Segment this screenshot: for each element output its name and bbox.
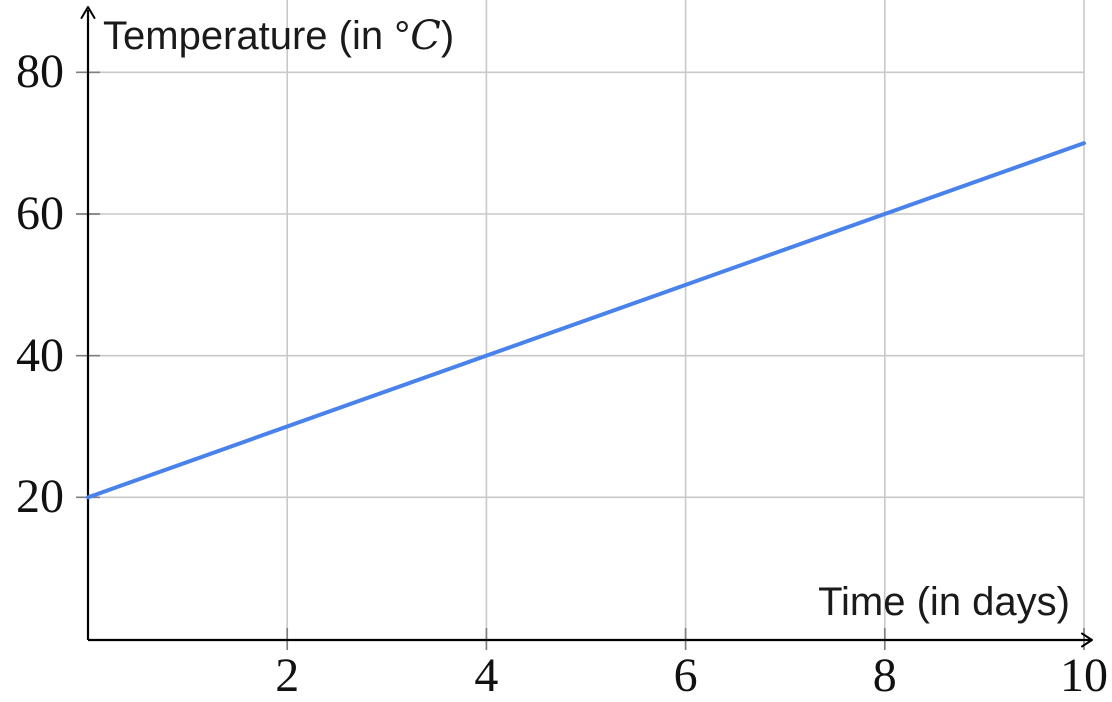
x-axis-title: Time (in days): [818, 580, 1070, 624]
y-tick-label: 60: [16, 187, 64, 240]
x-tick-label: 6: [673, 649, 698, 702]
tick-marks-layer: [76, 71, 1085, 650]
unit-letter-c: C: [410, 13, 441, 59]
series-layer: [86, 141, 1086, 500]
x-tick-label: 10: [1060, 649, 1108, 702]
y-tick-label: 80: [16, 45, 64, 99]
y-axis-title-suffix: ): [440, 14, 455, 58]
y-tick-label: 20: [16, 470, 64, 524]
y-axis-title: Temperature (in °C): [103, 13, 454, 59]
degree-symbol: °: [394, 14, 411, 58]
x-axis-arrowhead: [1081, 632, 1093, 648]
x-tick-label: 8: [872, 649, 897, 702]
y-axis-title-prefix: Temperature (in: [103, 14, 395, 58]
x-tick-label: 2: [275, 649, 300, 702]
y-axis-arrowhead: [80, 6, 96, 19]
axes-layer: [80, 6, 1093, 648]
y-tick-label: 40: [16, 328, 64, 382]
x-tick-label: 4: [474, 649, 499, 702]
grid-layer: [88, 0, 1085, 639]
temperature-line: [86, 141, 1086, 500]
